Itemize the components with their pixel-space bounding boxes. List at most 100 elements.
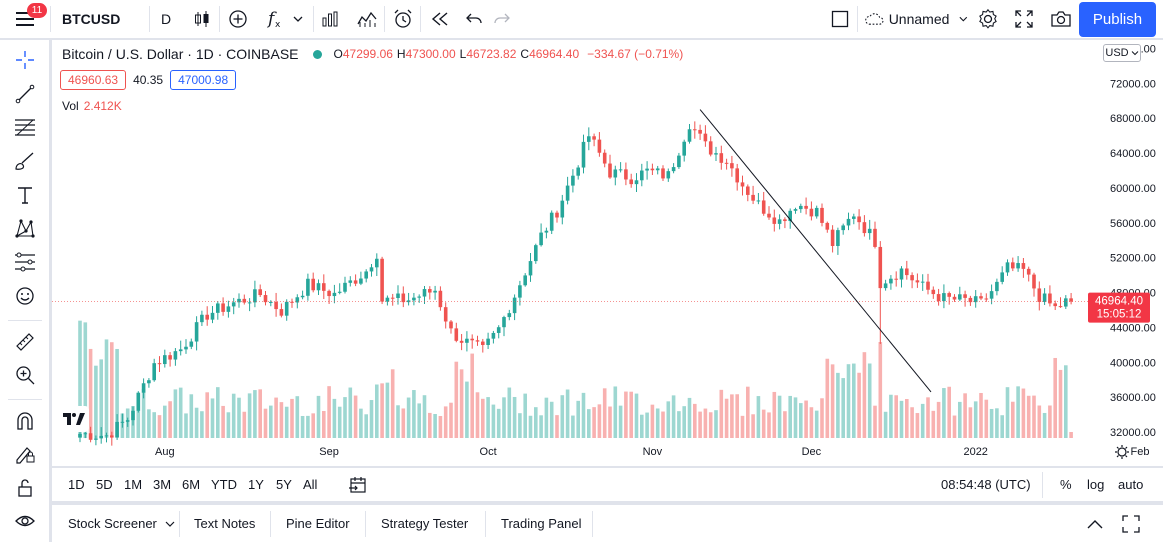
time-axis[interactable]: Aug Sep Oct Nov Dec 2022 Feb [155,445,1149,459]
volume-bar [714,410,718,438]
volume-bar [475,392,480,438]
financials-button[interactable] [314,0,346,38]
candle-body [799,205,803,210]
go-to-date-button[interactable] [348,468,368,501]
crosshair-tool[interactable] [8,46,42,74]
settings-button[interactable] [972,0,1004,38]
candle-body [576,167,580,176]
range-button-3m[interactable]: 3M [153,477,172,492]
candle-body [534,245,538,262]
range-button-6m[interactable]: 6M [182,477,201,492]
stay-in-drawing-mode-tool[interactable] [8,440,42,468]
zoom-in-tool[interactable] [8,361,42,389]
interval-button[interactable]: D [160,11,172,27]
range-button-all[interactable]: All [303,477,318,492]
candle-body [846,218,851,226]
snapshot-button[interactable] [1044,0,1078,38]
tab-strategy-tester[interactable]: Strategy Tester [381,505,468,542]
tab-stock-screener[interactable]: Stock Screener [68,505,175,542]
fullscreen-button[interactable] [1008,0,1040,38]
alert-button[interactable] [387,0,419,38]
prediction-tool[interactable] [8,248,42,276]
candle-body [481,341,485,345]
currency-button[interactable]: USD [1103,44,1141,62]
range-button-1m[interactable]: 1M [124,477,143,492]
scale-settings-icon[interactable] [1115,445,1129,459]
volume-bar [661,411,665,438]
chart-pane[interactable]: 32000.0036000.0040000.0044000.0048000.00… [52,40,1163,466]
range-button-1y[interactable]: 1Y [248,477,264,492]
volume-bar [867,363,872,438]
magnet-mode-tool[interactable] [8,407,42,435]
symbol-search-button[interactable]: BTCUSD [62,11,121,27]
replay-button[interactable] [424,0,456,38]
candle-body [708,141,713,155]
candle-body [428,289,432,293]
measure-tool[interactable] [8,328,42,356]
brush-tool[interactable] [8,147,42,175]
range-button-1d[interactable]: 1D [68,477,85,492]
range-button-ytd[interactable]: YTD [211,477,237,492]
trend-line-tool[interactable] [8,80,42,108]
main-menu-button[interactable]: 11 [0,0,50,38]
volume-bar [1026,395,1031,438]
chart-type-button[interactable] [186,0,218,38]
publish-button[interactable]: Publish [1079,2,1156,37]
price-axis[interactable]: 32000.0036000.0040000.0044000.0048000.00… [1110,44,1156,440]
compare-symbol-button[interactable] [222,0,254,38]
volume-bar [735,394,739,438]
series-title[interactable]: Bitcoin / U.S. Dollar · 1D · COINBASE [62,46,299,62]
layout-name-button[interactable]: Unnamed [860,0,968,38]
layout-name: Unnamed [888,11,950,27]
volume-bar [465,381,469,438]
text-tool[interactable] [8,181,42,209]
price-chart[interactable]: 32000.0036000.0040000.0044000.0048000.00… [52,40,1163,466]
hide-drawings-tool[interactable] [8,507,42,535]
tab-trading-panel[interactable]: Trading Panel [501,505,581,542]
tab-pine-editor[interactable]: Pine Editor [286,505,350,542]
volume-bar [958,401,962,438]
candle-body [528,261,533,276]
volume-bar [152,412,156,438]
log-scale-toggle[interactable]: log [1087,477,1105,492]
volume-bar [1021,388,1026,438]
fib-retracement-tool[interactable] [8,113,42,141]
buy-price-button[interactable]: 47000.98 [170,70,237,90]
patterns-tool[interactable] [8,214,42,242]
sell-price-button[interactable]: 46960.63 [60,70,127,90]
lock-drawings-tool[interactable] [8,474,42,502]
maximize-panel-button[interactable] [1122,505,1140,542]
volume-bar [809,407,814,438]
volume-bar [322,410,326,438]
tradingview-logo[interactable] [59,406,89,432]
volume-bar [894,395,898,438]
tab-text-notes[interactable]: Text Notes [194,505,255,542]
templates-button[interactable] [351,0,383,38]
redo-button[interactable] [488,0,516,38]
candle-body [269,301,273,303]
undo-button[interactable] [460,0,488,38]
volume-bar [216,387,220,438]
candle-body [677,155,681,168]
candle-body [486,338,490,345]
candle-body [359,278,363,284]
multi-chart-layout-button[interactable] [824,0,856,38]
volume-bar [1000,415,1004,438]
volume-bar [428,412,432,438]
range-button-5y[interactable]: 5Y [276,477,292,492]
alarm-clock-icon [394,9,412,28]
percent-scale-toggle[interactable]: % [1060,477,1072,492]
timezone-clock[interactable]: 08:54:48 (UTC) [941,477,1031,492]
icons-tool[interactable] [8,282,42,310]
trend-line-drawing[interactable] [699,109,932,393]
candle-body [1005,262,1010,273]
collapse-panel-button[interactable] [1086,505,1104,542]
candle-body [295,297,300,303]
range-button-5d[interactable]: 5D [96,477,113,492]
volume-bar [141,388,146,438]
volume-legend[interactable]: Vol 2.412K [62,99,122,113]
plus-circle-icon [229,10,247,28]
auto-scale-toggle[interactable]: auto [1118,477,1144,492]
